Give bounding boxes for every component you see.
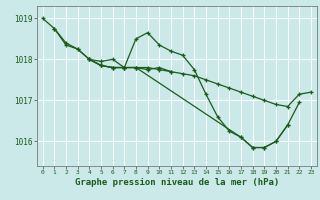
X-axis label: Graphe pression niveau de la mer (hPa): Graphe pression niveau de la mer (hPa) bbox=[75, 178, 279, 187]
